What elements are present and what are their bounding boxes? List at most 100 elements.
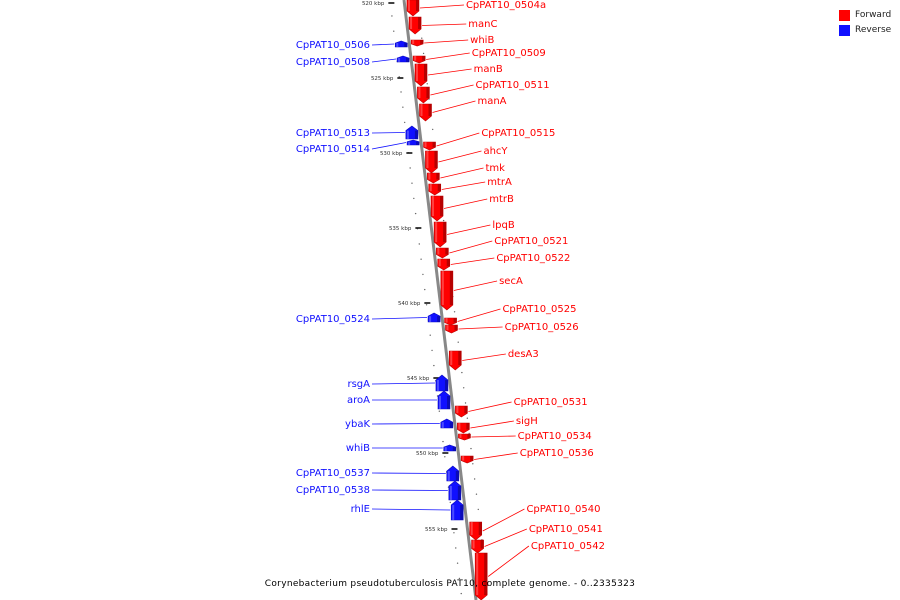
leader-line — [371, 489, 448, 491]
gene-desA3 — [448, 350, 462, 371]
tick-dot — [424, 288, 426, 291]
tick-dot — [453, 311, 456, 313]
leader-line — [432, 100, 476, 113]
tick-dot — [453, 532, 455, 534]
tick-dot — [460, 592, 462, 595]
tick-dot — [391, 15, 393, 17]
tick-dot — [461, 371, 463, 374]
leader-line — [468, 401, 512, 412]
gene-rsgA — [435, 374, 449, 392]
leader-line — [371, 43, 395, 46]
gene-manA — [419, 103, 432, 122]
tick-dot — [456, 562, 459, 564]
tick-label: 535 kbp — [389, 226, 412, 232]
tick-dot — [475, 493, 478, 495]
tick-dot — [431, 349, 433, 352]
leader-line — [447, 224, 491, 235]
tick-dot — [402, 106, 404, 108]
tick-dot — [403, 121, 406, 124]
tick-dot — [411, 182, 413, 184]
tick-dot — [400, 91, 402, 93]
tick-label: 525 kbp — [371, 76, 394, 82]
gene-label-forward: mtrB — [489, 194, 514, 205]
tick-dot — [429, 334, 431, 336]
gene-CpPAT10_0511 — [417, 86, 430, 104]
gene-mtrA — [428, 183, 442, 196]
gene-label-reverse: ybaK — [345, 419, 370, 430]
gene-label-forward: CpPAT10_0525 — [502, 304, 576, 315]
gene-label-reverse: CpPAT10_0537 — [296, 468, 370, 479]
gene-label-forward: CpPAT10_0536 — [520, 448, 594, 459]
gene-label-reverse: rhlE — [351, 504, 370, 515]
leader-line — [426, 52, 470, 60]
leader-line — [487, 545, 530, 577]
leader-line — [471, 435, 516, 438]
gene-CpPAT10_0513 — [405, 125, 419, 140]
tick-dot — [455, 547, 457, 549]
leader-line — [482, 508, 525, 532]
gene-label-reverse: whiB — [346, 443, 370, 454]
gene-label-forward: CpPAT10_0540 — [526, 504, 600, 515]
leader-line — [438, 150, 482, 163]
gene-label-reverse: CpPAT10_0514 — [296, 144, 370, 155]
gene-label-forward: ahcY — [483, 146, 508, 157]
legend-reverse: Reverse — [839, 24, 899, 39]
tick-label: 530 kbp — [380, 151, 403, 157]
tick-dot — [418, 243, 420, 245]
gene-CpPAT10_0524 — [427, 312, 441, 323]
leader-line — [371, 317, 428, 320]
leader-line — [371, 423, 440, 425]
tick-dot — [422, 273, 424, 276]
gene-CpPAT10_0509 — [412, 55, 426, 64]
leader-line — [371, 472, 446, 474]
gene-CpPAT10_0525 — [444, 317, 457, 326]
gene-label-forward: lpqB — [492, 220, 514, 231]
tick-dot — [393, 30, 395, 32]
gene-CpPAT10_0504a — [406, 0, 420, 17]
gene-secA — [440, 270, 454, 311]
tick-dot — [477, 508, 479, 511]
gene-CpPAT10_0542 — [474, 552, 488, 600]
leader-line — [443, 198, 488, 209]
tick-dot — [426, 83, 428, 85]
genome-caption: Corynebacterium pseudotuberculosis PAT10… — [264, 579, 636, 589]
gene-label-forward: manC — [468, 19, 497, 30]
gene-labels: CpPAT10_0506 CpPAT10_0508 CpPAT10_0513 CpPA… — [296, 0, 605, 577]
leader-line — [371, 382, 435, 385]
tick-label: 520 kbp — [362, 1, 385, 7]
gene-label-reverse: CpPAT10_0524 — [296, 314, 370, 325]
leader-line — [462, 353, 506, 361]
gene-ybaK — [440, 418, 454, 429]
tick-dot — [433, 364, 435, 367]
gene-label-forward: CpPAT10_0515 — [481, 128, 555, 139]
leader-line — [449, 240, 493, 254]
legend: Forward Reverse — [839, 9, 899, 39]
gene-label-reverse: aroA — [347, 395, 370, 406]
gene-label-reverse: CpPAT10_0508 — [296, 57, 370, 68]
leader-line — [430, 84, 474, 96]
tick-dot — [442, 219, 445, 222]
gene-label-reverse: rsgA — [347, 379, 370, 390]
legend-reverse-label: Reverse — [855, 25, 892, 35]
gene-manB — [414, 63, 428, 87]
gene-CpPAT10_0515 — [423, 141, 436, 151]
gene-CpPAT10_0537 — [446, 465, 460, 482]
tick-dot — [472, 463, 474, 465]
gene-CpPAT10_0508 — [396, 55, 410, 63]
gene-label-reverse: CpPAT10_0538 — [296, 485, 370, 496]
gene-mtrB — [430, 195, 444, 222]
gene-label-forward: mtrA — [487, 177, 512, 188]
tick-dot — [466, 417, 469, 419]
reverse-swatch — [839, 25, 850, 36]
tick-label: 555 kbp — [425, 527, 448, 533]
gene-label-forward: manA — [477, 96, 506, 107]
gene-CpPAT10_0526 — [445, 324, 458, 334]
gene-label-reverse: CpPAT10_0506 — [296, 40, 370, 51]
tick-dot — [425, 304, 428, 306]
leader-line — [474, 452, 518, 460]
leader-line — [419, 4, 464, 9]
leader-line — [427, 68, 472, 76]
leader-line — [453, 280, 498, 291]
gene-label-forward: sigH — [516, 416, 538, 427]
